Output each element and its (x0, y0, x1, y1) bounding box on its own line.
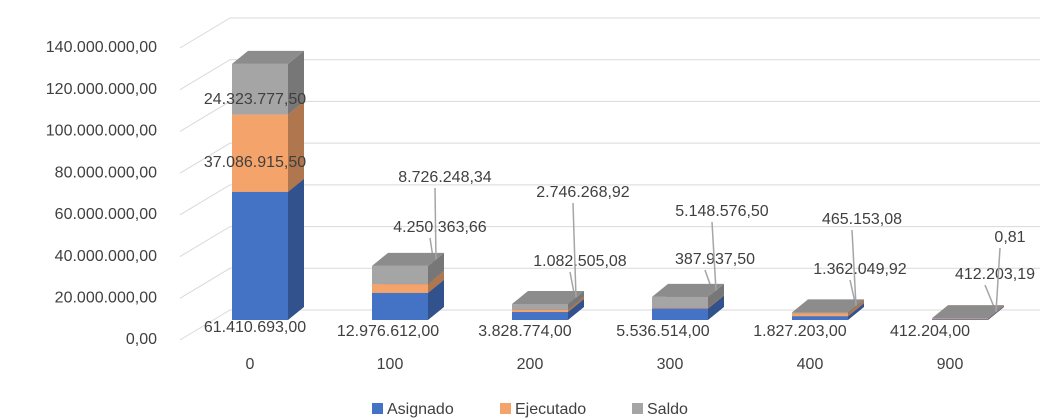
x-tick-label: 300 (657, 356, 684, 373)
y-tick-label: 80.000.000,00 (55, 164, 157, 181)
data-label: 61.410.693,00 (204, 319, 306, 336)
bar-segment (232, 191, 288, 320)
bar-segment (512, 309, 568, 313)
legend-swatch (632, 403, 643, 414)
bar-side (708, 295, 724, 320)
bar-segment (792, 316, 848, 320)
data-label: 24.323.777,50 (204, 91, 306, 108)
bar-side (568, 291, 584, 310)
leader-line (572, 202, 577, 298)
bar-top (792, 299, 864, 313)
data-label: 12.976.612,00 (337, 323, 439, 340)
bar-top (372, 252, 444, 266)
data-label: 5.536.514,00 (616, 323, 710, 340)
bar-segment (372, 265, 428, 285)
y-tick-label: 20.000.000,00 (55, 290, 157, 307)
bar-top (232, 50, 304, 64)
bar-segment (372, 292, 428, 320)
grid-line (179, 267, 1040, 299)
leader-line (995, 247, 1001, 312)
bar-segment (512, 312, 568, 320)
bar-segment (372, 284, 428, 293)
data-label: 0,81 (994, 229, 1025, 246)
bar-side (988, 306, 1004, 320)
data-label: 5.148.576,50 (675, 203, 769, 220)
bar-side (848, 303, 864, 320)
bar-segment (792, 313, 848, 317)
bar-segment (232, 63, 288, 115)
bar-segment (652, 307, 708, 309)
x-tick-label: 200 (517, 356, 544, 373)
data-label: 1.362.049,92 (813, 261, 907, 278)
bar-side (428, 271, 444, 293)
bar-segment (792, 312, 848, 314)
bar-side (428, 279, 444, 320)
y-tick-label: 100.000.000,00 (46, 123, 157, 140)
grid-line (179, 184, 1040, 216)
grid-line (179, 226, 1040, 258)
bar-segment (932, 319, 988, 320)
bar-segment (512, 304, 568, 310)
data-label: 412.203,19 (955, 266, 1035, 283)
grid-line (179, 17, 1040, 49)
bar-side (428, 252, 444, 285)
data-label: 412.204,00 (890, 323, 970, 340)
legend-label: Ejecutado (515, 401, 586, 418)
data-label: 37.086.915,50 (204, 154, 306, 171)
bar-side (568, 296, 584, 313)
x-tick-label: 900 (937, 356, 964, 373)
leader-line (851, 229, 857, 306)
bar-side (848, 300, 864, 317)
data-label: 1.827.203,00 (753, 323, 847, 340)
bar-side (708, 283, 724, 308)
x-tick-label: 400 (797, 356, 824, 373)
leader-line (434, 187, 437, 260)
data-label: 3.828.774,00 (478, 323, 572, 340)
bar-top (932, 305, 1004, 319)
bar-side (288, 50, 304, 115)
grid-line (179, 59, 1040, 91)
bar-side (708, 294, 724, 309)
y-tick-label: 0,00 (126, 331, 157, 348)
data-label: 465.153,08 (822, 211, 902, 228)
leader-line (711, 221, 717, 291)
data-label: 2.746.268,92 (536, 184, 630, 201)
legend-swatch (500, 403, 511, 414)
bar-side (848, 299, 864, 314)
grid-line (179, 309, 1040, 341)
y-tick-label: 140.000.000,00 (46, 39, 157, 56)
bar-segment (652, 296, 708, 308)
bar-side (568, 299, 584, 320)
data-label: 1.082.505,08 (533, 253, 627, 270)
x-tick-label: 100 (377, 356, 404, 373)
data-label: 387.937,50 (675, 251, 755, 268)
bar-segment (932, 318, 988, 320)
bar-side (988, 305, 1004, 320)
legend-label: Asignado (387, 401, 454, 418)
grid-line (179, 142, 1040, 174)
bar-side (288, 101, 304, 192)
grid-line (179, 100, 1040, 132)
y-tick-label: 120.000.000,00 (46, 81, 157, 98)
legend-label: Saldo (647, 401, 688, 418)
data-label: 8.726.248,34 (398, 169, 492, 186)
bar-side (288, 178, 304, 320)
bar-top (512, 291, 584, 305)
legend-swatch (372, 403, 383, 414)
bar-segment (652, 308, 708, 320)
bar-top (652, 283, 724, 297)
y-tick-label: 40.000.000,00 (55, 248, 157, 265)
bar-segment (232, 114, 288, 192)
x-tick-label: 0 (246, 356, 255, 373)
y-tick-label: 60.000.000,00 (55, 206, 157, 223)
data-label: 4.250.363,66 (393, 219, 487, 236)
